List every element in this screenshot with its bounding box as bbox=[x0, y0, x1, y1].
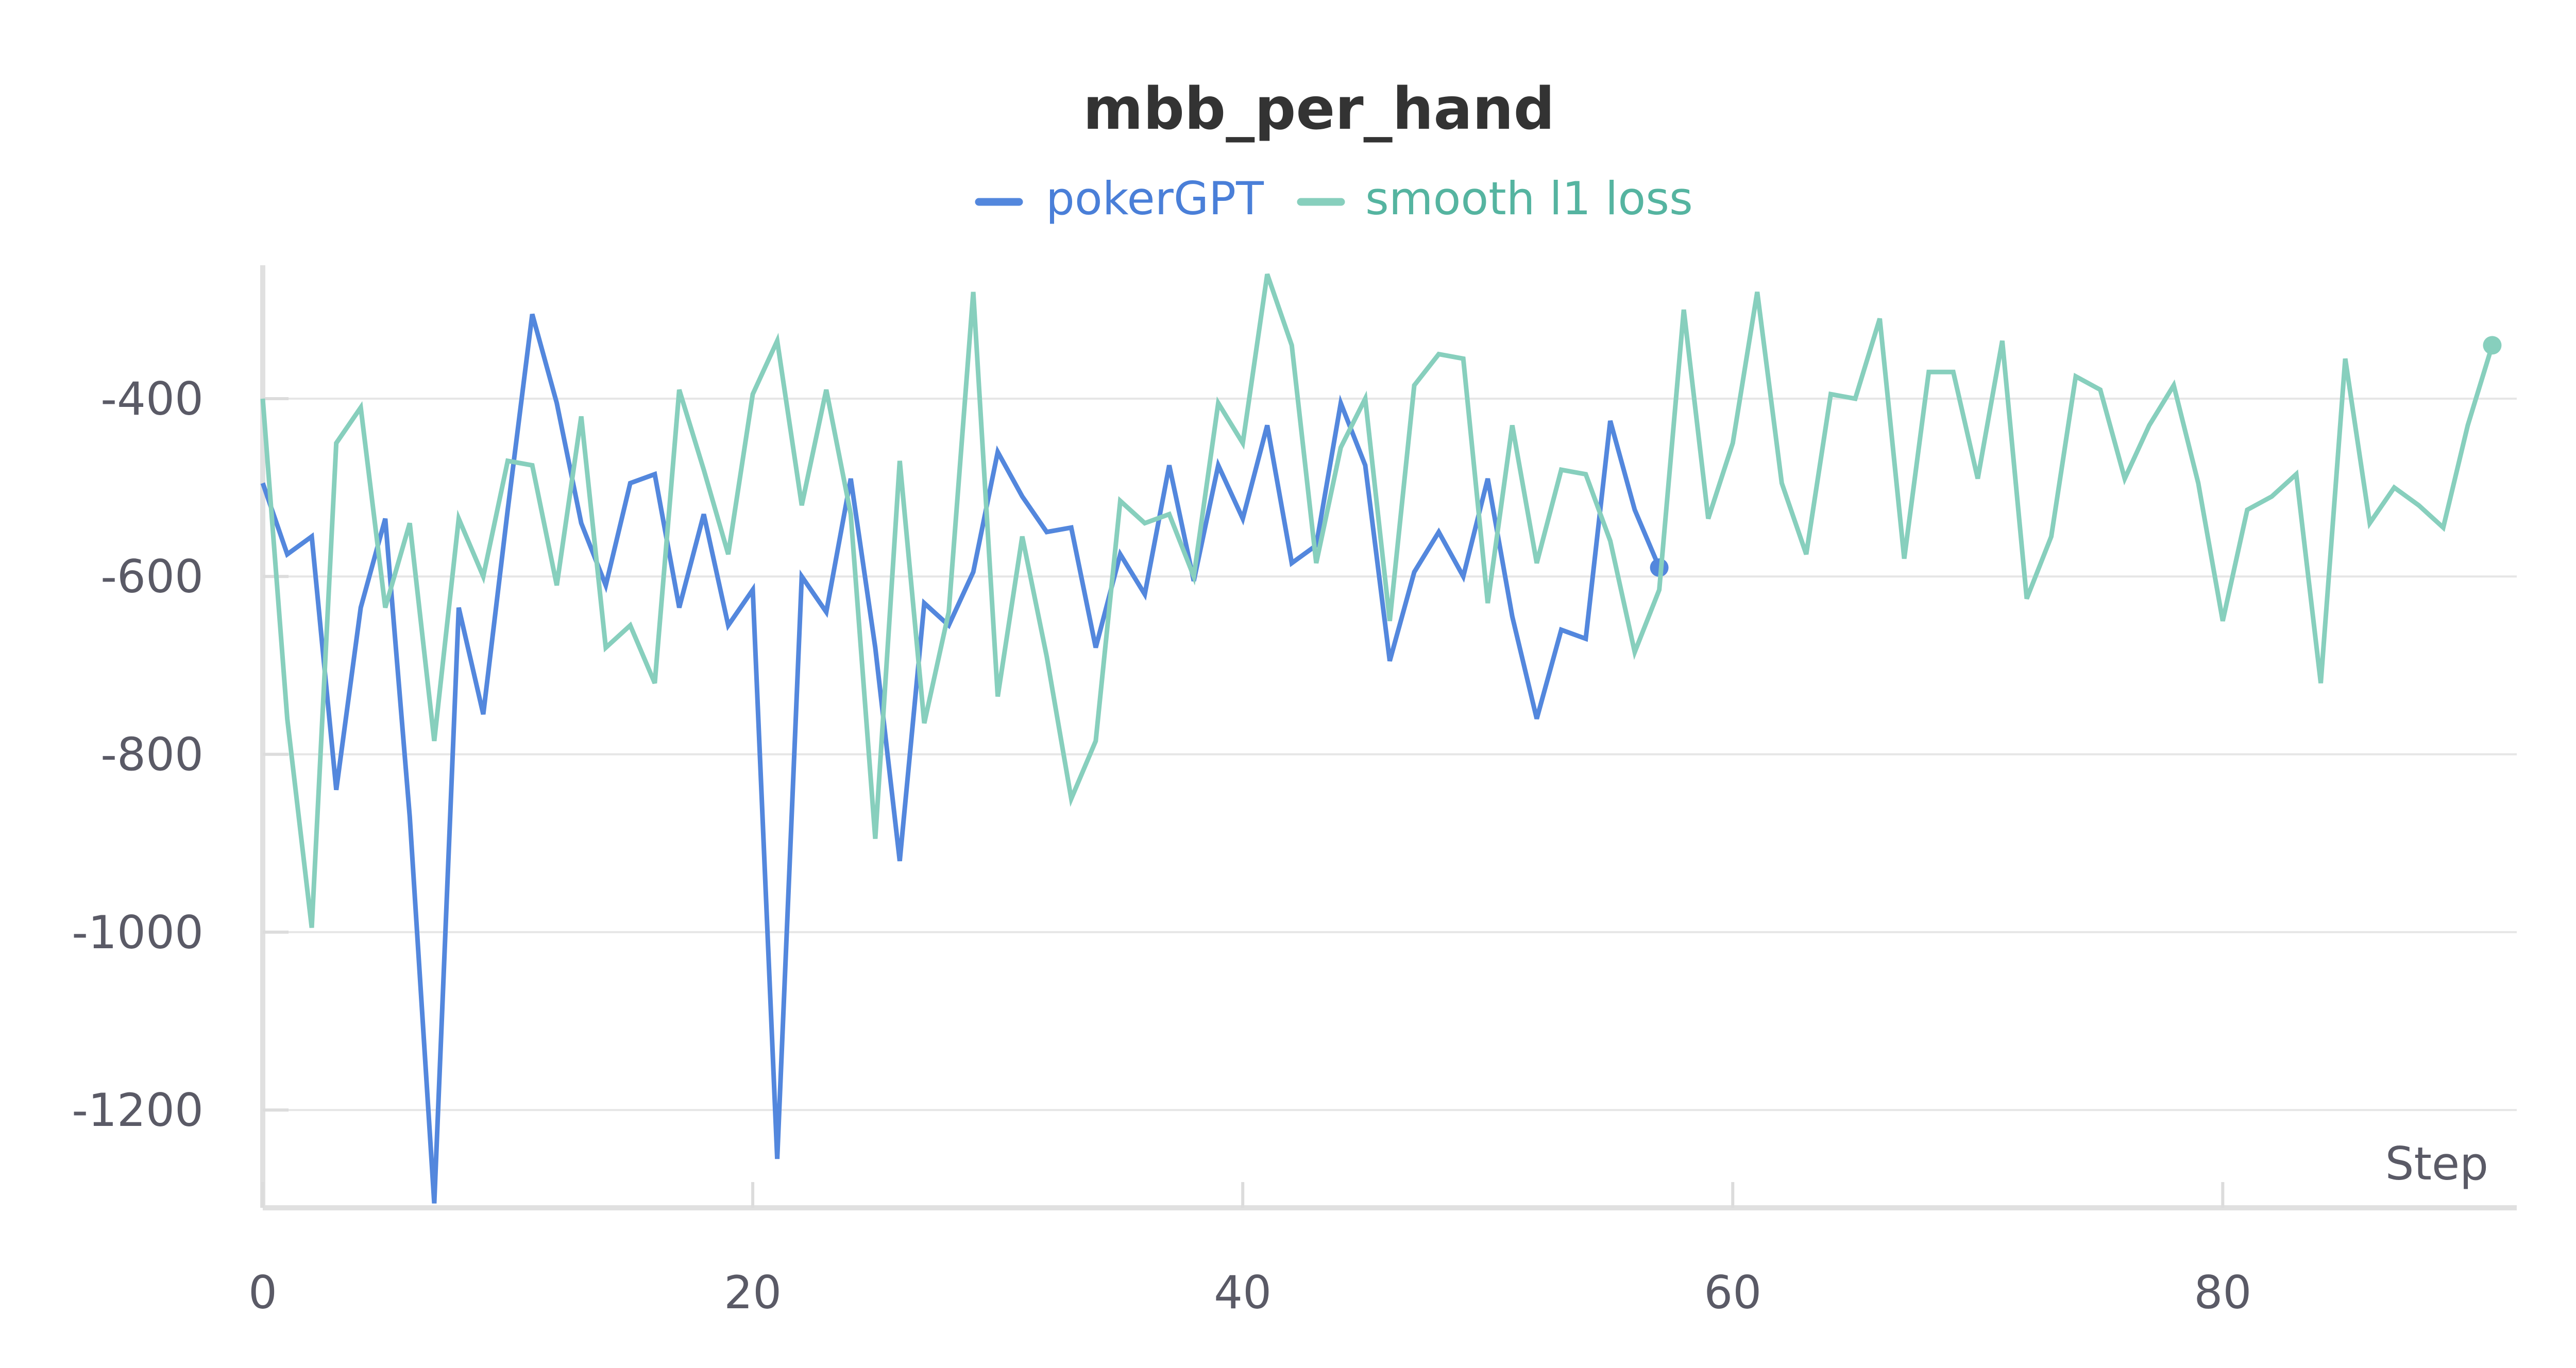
series-line-smooth-l1-loss bbox=[260, 273, 2495, 928]
y-tick-label: -600 bbox=[100, 550, 204, 603]
y-tick-label: -1200 bbox=[72, 1084, 204, 1137]
y-tick-label: -1000 bbox=[72, 906, 204, 959]
x-tick-label: 80 bbox=[2194, 1266, 2251, 1319]
grid bbox=[263, 397, 2517, 1112]
legend: pokerGPT smooth l1 loss bbox=[975, 172, 1693, 225]
series-end-marker-smooth-l1-loss bbox=[2483, 336, 2502, 355]
y-tick-label: -800 bbox=[100, 728, 204, 781]
y-tick-label: -400 bbox=[100, 372, 204, 425]
plot-series bbox=[260, 273, 2502, 1204]
x-tick-label: 0 bbox=[248, 1266, 277, 1319]
legend-label-pokergpt: pokerGPT bbox=[1046, 172, 1264, 225]
x-tick-label: 20 bbox=[724, 1266, 782, 1319]
x-ticks: 0 20 40 60 80 bbox=[248, 1182, 2251, 1319]
x-axis-label: Step bbox=[2385, 1137, 2488, 1190]
y-ticks: -1200 -1000 -800 -600 -400 bbox=[72, 372, 289, 1137]
chart-title: mbb_per_hand bbox=[1083, 76, 1555, 143]
x-tick-label: 40 bbox=[1214, 1266, 1272, 1319]
legend-label-smooth-l1-loss: smooth l1 loss bbox=[1365, 172, 1693, 225]
x-tick-label: 60 bbox=[1704, 1266, 1761, 1319]
series-line-pokergpt bbox=[260, 313, 1662, 1204]
